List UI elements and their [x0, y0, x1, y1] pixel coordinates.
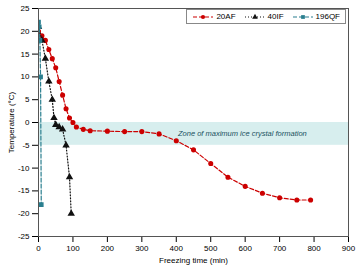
svg-text:Zone of maximum ice crystal fo: Zone of maximum ice crystal formation — [177, 129, 307, 138]
svg-text:5: 5 — [25, 95, 30, 104]
svg-text:0: 0 — [25, 118, 30, 127]
svg-text:-25: -25 — [18, 232, 30, 241]
svg-text:20: 20 — [21, 27, 30, 36]
svg-text:-20: -20 — [18, 209, 30, 218]
html-text:20AF: 20AF — [216, 12, 236, 21]
svg-text:Temperature (°C): Temperature (°C) — [7, 91, 16, 153]
svg-text:-5: -5 — [22, 141, 30, 150]
html-text:196QF: 196QF — [315, 12, 340, 21]
svg-text:100: 100 — [66, 244, 80, 253]
svg-text:10: 10 — [21, 72, 30, 81]
svg-text:400: 400 — [170, 244, 184, 253]
svg-text:-10: -10 — [18, 164, 30, 173]
svg-text:700: 700 — [273, 244, 287, 253]
svg-text:300: 300 — [135, 244, 149, 253]
svg-text:-15: -15 — [18, 186, 30, 195]
html-text:40IF: 40IF — [267, 12, 284, 21]
svg-text:25: 25 — [21, 4, 30, 13]
svg-text:15: 15 — [21, 50, 30, 59]
svg-text:Freezing time (min): Freezing time (min) — [159, 256, 228, 265]
svg-text:200: 200 — [101, 244, 115, 253]
svg-text:0: 0 — [36, 244, 41, 253]
svg-text:600: 600 — [238, 244, 252, 253]
svg-text:900: 900 — [342, 244, 356, 253]
svg-text:500: 500 — [204, 244, 218, 253]
svg-text:800: 800 — [307, 244, 321, 253]
